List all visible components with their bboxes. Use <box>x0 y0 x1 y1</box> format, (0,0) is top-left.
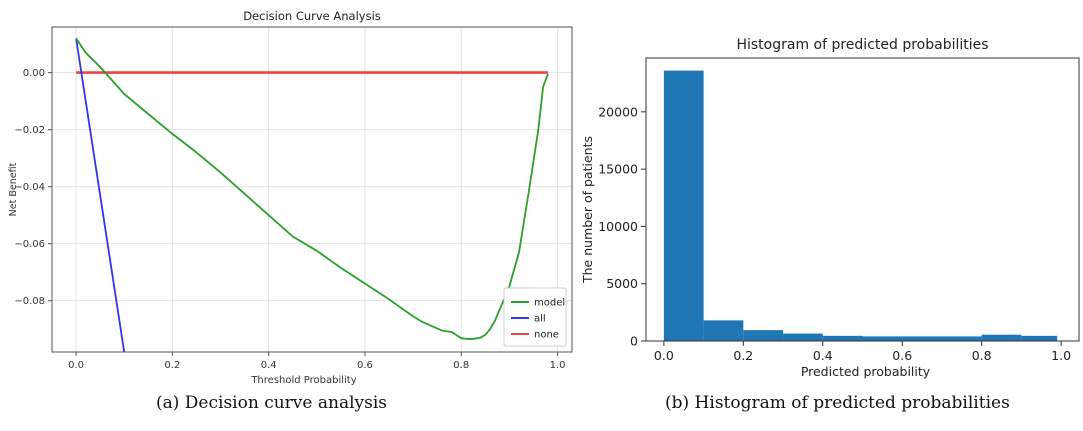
hist-bar <box>783 333 823 341</box>
dca-ytick-label: −0.08 <box>14 296 45 307</box>
hist-bar <box>902 336 942 341</box>
hist-xlabel: Predicted probability <box>801 364 931 379</box>
dca-legend-label-none: none <box>534 330 559 341</box>
dca-plot-frame <box>51 26 573 353</box>
dca-xtick-label: 0.6 <box>357 360 373 371</box>
caption-b: (b) Histogram of predicted probabilities <box>665 393 1010 413</box>
dca-series-all <box>75 38 126 352</box>
dca-ytick-label: 0.00 <box>23 68 45 79</box>
dca-xtick-label: 0.0 <box>68 360 84 371</box>
decision-curve-chart: 0.0 0.2 0.4 0.6 0.8 1.0 0.00 −0.02 −0.04 −0.06 −0.… <box>8 9 573 386</box>
hist-ytick-label: 20000 <box>598 104 638 119</box>
hist-xtick-label: 1.0 <box>1051 348 1071 363</box>
hist-bar <box>1021 335 1058 341</box>
dca-ylabel: Net Benefit <box>8 162 19 216</box>
hist-bar <box>743 330 784 341</box>
hist-xtick-label: 0.2 <box>733 348 753 363</box>
dca-xlabel: Threshold Probability <box>250 375 356 386</box>
dca-xtick-label: 0.8 <box>453 360 469 371</box>
dca-legend-label-model: model <box>534 298 565 309</box>
hist-bar <box>862 336 903 341</box>
caption-a: (a) Decision curve analysis <box>156 393 388 413</box>
hist-bar <box>822 335 863 341</box>
hist-bar <box>981 334 1022 341</box>
hist-bar <box>663 70 704 341</box>
hist-bar <box>703 320 744 341</box>
hist-bar <box>941 336 982 341</box>
hist-ytick-label: 0 <box>630 334 638 349</box>
hist-title: Histogram of predicted probabilities <box>736 37 988 53</box>
dca-ytick-label: −0.06 <box>14 239 45 250</box>
hist-xtick-label: 0.6 <box>892 348 912 363</box>
hist-xtick-label: 0.4 <box>813 348 833 363</box>
dca-xtick-label: 0.4 <box>261 360 277 371</box>
hist-plot-frame <box>645 57 1080 342</box>
hist-xtick-label: 0.8 <box>972 348 992 363</box>
dca-xtick-label: 1.0 <box>550 360 566 371</box>
dca-ytick-label: −0.04 <box>14 182 45 193</box>
dca-title: Decision Curve Analysis <box>243 9 381 23</box>
hist-ytick-label: 10000 <box>598 219 638 234</box>
dca-plot-area <box>52 27 572 352</box>
dca-ytick-label: −0.02 <box>14 125 45 136</box>
histogram-chart: 0.0 0.2 0.4 0.6 0.8 1.0 0 5000 10000 15000 20000 Hi… <box>580 37 1080 379</box>
hist-xtick-label: 0.0 <box>654 348 674 363</box>
hist-ytick-label: 5000 <box>606 276 638 291</box>
dca-xtick-label: 0.2 <box>164 360 180 371</box>
hist-ylabel: The number of patients <box>580 136 595 284</box>
hist-ytick-label: 15000 <box>598 162 638 177</box>
dca-legend-label-all: all <box>534 314 546 325</box>
